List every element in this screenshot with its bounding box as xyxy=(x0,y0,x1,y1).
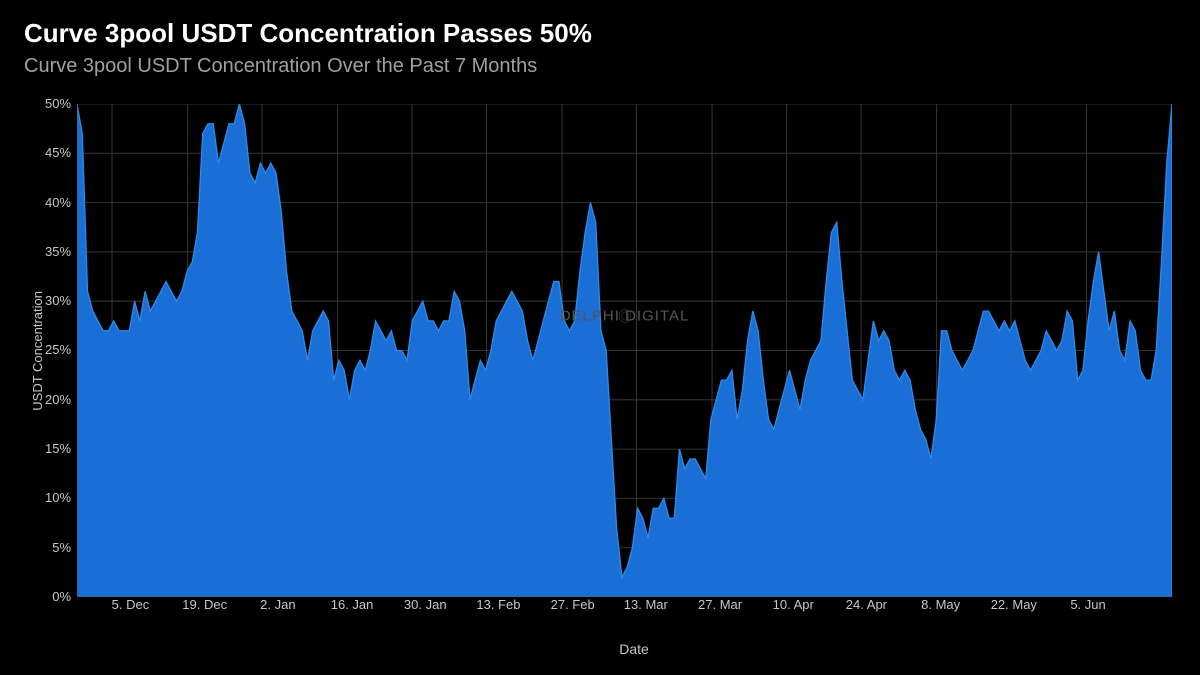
x-tick: 22. May xyxy=(991,597,1037,612)
x-axis-label: Date xyxy=(96,641,1172,657)
plot-region: DELPHI DIGITAL xyxy=(77,104,1172,597)
x-tick: 19. Dec xyxy=(182,597,227,612)
x-tick: 24. Apr xyxy=(846,597,887,612)
x-tick: 13. Feb xyxy=(476,597,520,612)
x-tick: 5. Jun xyxy=(1070,597,1105,612)
x-tick: 13. Mar xyxy=(624,597,668,612)
x-tick: 16. Jan xyxy=(331,597,374,612)
y-axis-label: USDT Concentration xyxy=(24,291,45,411)
x-tick: 30. Jan xyxy=(404,597,447,612)
y-axis: 50%45%40%35%30%25%20%15%10%5%0% xyxy=(45,104,77,597)
x-tick: 2. Jan xyxy=(260,597,295,612)
x-tick: 27. Mar xyxy=(698,597,742,612)
x-tick: 5. Dec xyxy=(112,597,150,612)
x-tick: 27. Feb xyxy=(551,597,595,612)
x-axis: 5. Dec 19. Dec 2. Jan 16. Jan 30. Jan 13. Feb… xyxy=(96,597,1172,617)
chart-title: Curve 3pool USDT Concentration Passes 50… xyxy=(24,18,1172,49)
chart-area: USDT Concentration 50%45%40%35%30%25%20%… xyxy=(24,104,1172,597)
x-tick: 10. Apr xyxy=(773,597,814,612)
chart-svg xyxy=(77,104,1172,597)
x-tick: 8. May xyxy=(921,597,960,612)
chart-subtitle: Curve 3pool USDT Concentration Over the … xyxy=(24,55,1172,78)
